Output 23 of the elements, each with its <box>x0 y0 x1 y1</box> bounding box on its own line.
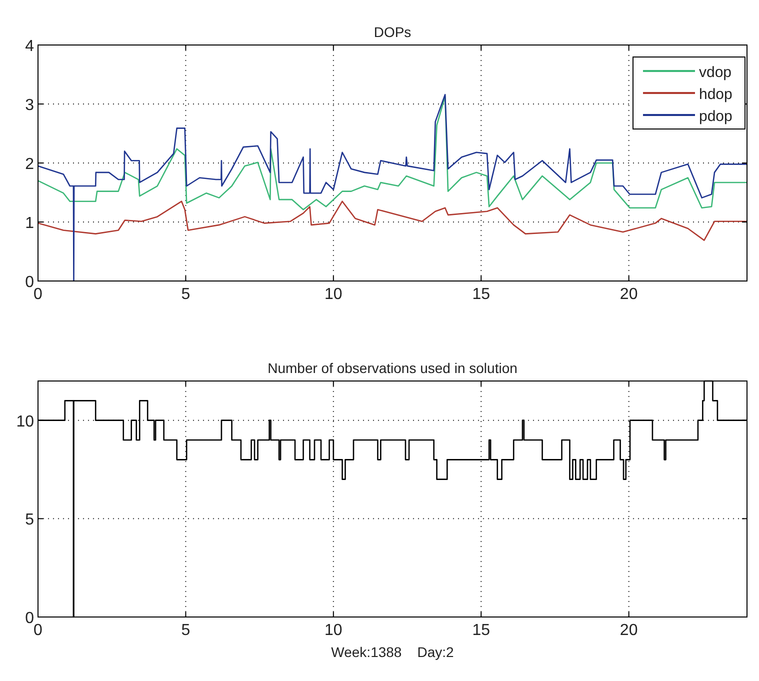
y-tick-label: 2 <box>25 156 34 173</box>
chart-title: Number of observations used in solution <box>268 360 518 376</box>
x-tick-label: 10 <box>324 286 342 303</box>
y-tick-label: 1 <box>25 215 34 232</box>
line-series <box>37 200 748 241</box>
legend-label: pdop <box>699 108 732 125</box>
x-axis-title: Week:1388 Day:2 <box>331 644 454 660</box>
x-tick-label: 20 <box>620 622 638 639</box>
y-tick-label: 10 <box>16 413 34 430</box>
y-tick-label: 0 <box>25 274 34 291</box>
x-tick-label: 5 <box>181 286 190 303</box>
x-tick-label: 5 <box>181 622 190 639</box>
x-tick-label: 20 <box>620 286 638 303</box>
x-tick-label: 15 <box>472 622 490 639</box>
x-tick-label: 15 <box>472 286 490 303</box>
y-tick-label: 3 <box>25 97 34 114</box>
y-tick-label: 4 <box>25 38 34 55</box>
chart-title: DOPs <box>374 24 412 40</box>
y-tick-label: 5 <box>25 512 34 529</box>
x-tick-label: 10 <box>324 622 342 639</box>
legend-label: hdop <box>699 86 732 103</box>
legend-label: vdop <box>699 64 732 81</box>
y-tick-label: 0 <box>25 610 34 627</box>
